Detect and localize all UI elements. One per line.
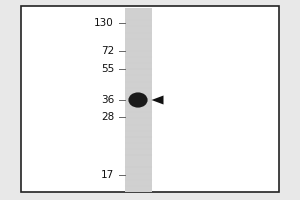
Text: 17: 17 [101, 170, 114, 180]
Text: 28: 28 [101, 112, 114, 122]
Bar [21, 6, 279, 192]
Ellipse shape [128, 92, 148, 108]
Text: 72: 72 [101, 46, 114, 56]
Bar [124, 8, 152, 192]
Text: 55: 55 [101, 64, 114, 74]
Polygon shape [152, 96, 164, 104]
Text: 130: 130 [94, 18, 114, 28]
Text: 36: 36 [101, 95, 114, 105]
